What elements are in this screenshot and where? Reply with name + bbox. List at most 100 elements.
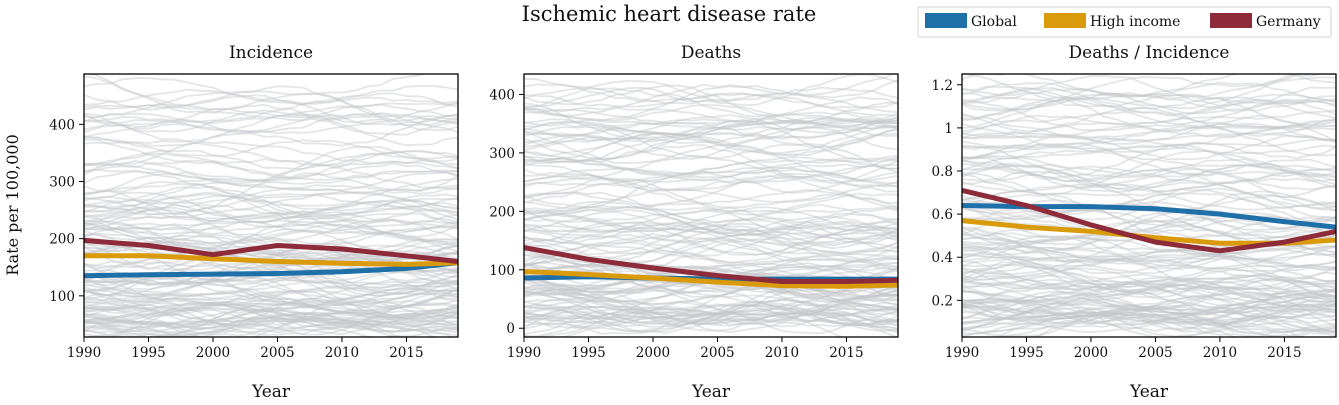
background-line xyxy=(84,191,458,226)
series-line-high-income xyxy=(524,269,898,289)
y-tick-label: 0.4 xyxy=(932,250,953,266)
background-line xyxy=(524,282,898,324)
background-line xyxy=(524,305,898,328)
background-line xyxy=(84,224,458,246)
x-axis-label: Year xyxy=(251,382,291,402)
axes-frame xyxy=(523,73,899,338)
background-line xyxy=(84,134,458,165)
background-line xyxy=(84,101,458,128)
background-line xyxy=(84,306,458,337)
background-line xyxy=(84,149,458,170)
background-line xyxy=(84,289,397,337)
x-tick-label: 2000 xyxy=(636,345,670,361)
background-line xyxy=(962,106,1336,138)
background-line xyxy=(524,163,898,188)
background-line xyxy=(524,79,898,122)
background-line xyxy=(962,282,1336,302)
x-tick-label: 2010 xyxy=(1203,345,1237,361)
background-line xyxy=(524,132,898,157)
background-line xyxy=(962,248,1336,268)
legend-swatch-global xyxy=(925,13,967,28)
background-line xyxy=(524,158,898,188)
background-line xyxy=(524,219,898,255)
background-line xyxy=(524,235,898,273)
background-line xyxy=(962,264,1336,290)
background-line xyxy=(84,136,458,160)
background-line xyxy=(962,246,1336,283)
y-tick-label: 300 xyxy=(489,146,515,162)
x-tick-label: 2005 xyxy=(260,345,294,361)
background-line xyxy=(962,228,1336,262)
background-line xyxy=(84,300,458,330)
background-line xyxy=(84,204,458,228)
plot-area xyxy=(84,74,458,337)
background-line xyxy=(962,291,1336,325)
background-line xyxy=(962,74,1298,112)
background-line xyxy=(962,280,1336,308)
background-line xyxy=(84,282,458,312)
background-line xyxy=(84,314,458,336)
background-line xyxy=(84,178,458,227)
axes-frame xyxy=(83,73,459,338)
background-line xyxy=(84,149,458,197)
background-line xyxy=(962,247,1336,275)
background-line xyxy=(84,211,458,235)
background-line xyxy=(84,299,458,319)
background-line xyxy=(962,290,1336,333)
background-line xyxy=(524,154,898,187)
background-line xyxy=(962,87,1336,115)
background-line xyxy=(84,169,458,195)
legend: Global High income Germany xyxy=(917,6,1332,38)
background-line xyxy=(962,192,1336,216)
y-tick-label: 100 xyxy=(49,289,75,305)
y-axis-label: Rate per 100,000 xyxy=(3,134,22,276)
background-line xyxy=(962,257,1336,292)
background-line xyxy=(524,117,898,143)
background-line xyxy=(84,222,458,260)
background-line xyxy=(84,229,458,248)
background-line xyxy=(524,208,898,236)
background-line xyxy=(84,152,458,180)
background-line xyxy=(84,299,458,337)
background-line xyxy=(524,116,898,163)
background-line xyxy=(962,95,1336,126)
background-line xyxy=(992,300,1336,337)
background-line xyxy=(84,184,458,205)
background-line xyxy=(84,313,458,332)
background-line xyxy=(962,142,1336,176)
background-line xyxy=(84,193,458,216)
background-line xyxy=(524,119,898,152)
background-line xyxy=(962,159,1336,191)
background-line xyxy=(962,144,1336,211)
background-line xyxy=(524,92,898,109)
background-line xyxy=(962,263,1336,304)
background-line xyxy=(524,265,898,297)
background-series xyxy=(524,74,898,337)
background-line xyxy=(84,288,458,337)
background-line xyxy=(84,109,458,136)
background-line xyxy=(962,298,1336,334)
x-tick-label: 1990 xyxy=(945,345,979,361)
background-line xyxy=(962,236,1336,282)
background-line xyxy=(84,102,458,131)
background-line xyxy=(962,288,1336,324)
y-tick-label: 400 xyxy=(489,87,515,103)
background-line xyxy=(962,76,1336,129)
background-line xyxy=(84,312,458,337)
background-line xyxy=(524,237,898,268)
background-line xyxy=(84,84,458,106)
background-line xyxy=(524,212,898,253)
background-line xyxy=(524,121,898,174)
background-line xyxy=(524,102,898,163)
background-line xyxy=(524,206,898,232)
background-line xyxy=(962,74,1336,120)
background-line xyxy=(84,302,458,336)
background-line xyxy=(524,205,898,237)
background-line xyxy=(524,172,898,207)
background-line xyxy=(524,293,898,327)
background-line xyxy=(962,302,1336,337)
background-series xyxy=(84,74,458,337)
background-line xyxy=(524,204,898,223)
background-line xyxy=(558,293,898,337)
background-line xyxy=(962,305,1336,334)
